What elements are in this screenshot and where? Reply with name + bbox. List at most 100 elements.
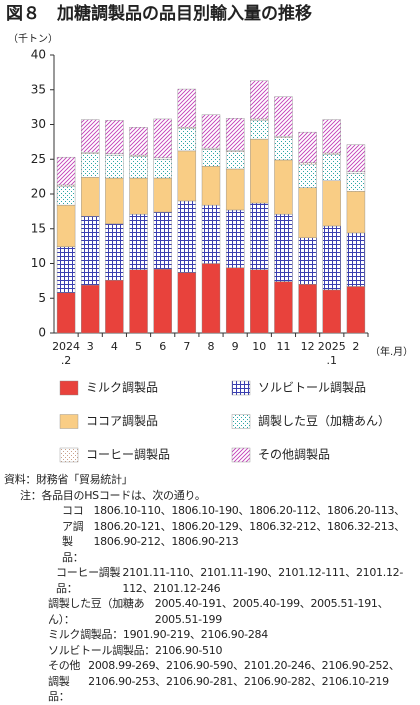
bar-segment xyxy=(177,150,197,202)
x-tick-label: 2024 .2 xyxy=(52,340,81,367)
bar-segment xyxy=(153,157,172,160)
bar-segment xyxy=(129,269,148,334)
bar-segment xyxy=(201,147,221,150)
bar-segment xyxy=(81,152,100,154)
x-tick-label: 4 xyxy=(110,340,118,353)
chart-title: 図８ 加糖調製品の品目別輸入量の推移 xyxy=(6,3,312,24)
note-label: ソルビトール調製品： xyxy=(48,643,155,657)
bar-segment xyxy=(81,119,100,153)
legend-swatch xyxy=(231,414,251,429)
legend-swatch xyxy=(231,380,251,396)
bar-segment xyxy=(177,272,197,334)
bar-segment xyxy=(274,281,293,334)
bar-segment xyxy=(177,200,197,273)
legend-label: コーヒー調製品 xyxy=(86,448,170,462)
bar-segment xyxy=(129,154,148,157)
x-tick-label: 9 xyxy=(231,340,239,353)
legend-label: ソルビトール調製品 xyxy=(258,381,366,395)
bar-segment xyxy=(129,213,148,270)
bar-segment xyxy=(201,165,221,206)
bar-segment xyxy=(81,216,100,286)
bar-segment xyxy=(298,163,317,188)
y-tick-label: 35 xyxy=(31,82,46,96)
bar-segment xyxy=(274,136,293,138)
bar-segment xyxy=(250,120,269,140)
bar-segment xyxy=(225,118,245,151)
bar-segment xyxy=(56,186,76,206)
bar-segment xyxy=(322,154,341,181)
bar-segment xyxy=(274,137,293,161)
bar-segment xyxy=(322,225,341,291)
bar-segment xyxy=(322,180,341,227)
bar-segment xyxy=(250,80,269,120)
bar-segment xyxy=(105,120,124,154)
notes: 資料：財務省「貿易統計」 注：各品目のHSコードは、次の通り。 ココア調製品： 1… xyxy=(4,472,416,705)
x-tick-label: 2025 .1 xyxy=(317,340,346,367)
note-item: ココア調製品： 1806.10-110、1806.10-190、1806.20-1… xyxy=(62,503,416,565)
bar-segment xyxy=(153,159,172,179)
bar-segment xyxy=(81,284,100,334)
note-label: コーヒー調製品： xyxy=(56,566,121,595)
bar-segment xyxy=(153,118,172,159)
bar-segment xyxy=(105,154,124,179)
x-tick-label: 7 xyxy=(183,340,191,353)
bar-segment xyxy=(81,177,100,217)
bar-segment xyxy=(201,204,221,264)
legend-label: 調製した豆（加糖あん） xyxy=(258,413,390,428)
bar-segment xyxy=(56,204,76,248)
bar-segment xyxy=(153,211,172,270)
bar-segment xyxy=(153,177,172,213)
x-axis-label: （年.月） xyxy=(370,345,413,358)
legend-label: ミルク調製品 xyxy=(86,381,158,395)
note-codes: 2106.90-510 xyxy=(155,643,223,657)
y-axis-label: （千トン） xyxy=(8,33,58,45)
legend-swatch xyxy=(231,447,251,463)
note-codes: 2008.99-269、2106.90-590、2101.20-246、2106… xyxy=(88,659,400,688)
y-tick-label: 20 xyxy=(31,187,46,201)
bar-segment xyxy=(129,177,148,215)
note-label: 調製した豆（加糖あん）： xyxy=(48,597,145,626)
y-tick-label: 5 xyxy=(38,291,46,305)
x-tick-label: 5 xyxy=(135,340,143,353)
bar-segment xyxy=(298,284,317,334)
bar-segment xyxy=(250,118,269,121)
bar-segment xyxy=(346,171,366,174)
bar-segment xyxy=(274,96,293,137)
bar-segment xyxy=(105,223,124,281)
note-item: 調製した豆（加糖あん）： 2005.40-191、2005.40-199、2005… xyxy=(48,596,416,627)
x-tick-label: 2 xyxy=(352,340,360,353)
note-items: ココア調製品： 1806.10-110、1806.10-190、1806.20-1… xyxy=(4,503,416,705)
bar-segment xyxy=(81,153,100,178)
bar-segment xyxy=(298,131,317,163)
bar-segment xyxy=(274,159,293,215)
bar-segment xyxy=(56,156,76,186)
x-tick-label: 3 xyxy=(86,340,94,353)
legend-swatch xyxy=(59,447,79,463)
bar-segment xyxy=(346,191,366,234)
legend-label: その他調製品 xyxy=(258,448,330,462)
chart: 図８ 加糖調製品の品目別輸入量の推移 （千トン） （年.月） 051015202… xyxy=(6,3,413,463)
bar-segment xyxy=(346,144,366,172)
bar-segment xyxy=(201,263,221,334)
bar-segment xyxy=(225,150,245,152)
source: 資料：財務省「貿易統計」 xyxy=(4,473,133,486)
bar-segment xyxy=(225,151,245,170)
legend-label: ココア調製品 xyxy=(86,414,158,428)
y-tick-label: 15 xyxy=(31,221,46,235)
y-tick-label: 10 xyxy=(31,256,46,270)
page: 図８ 加糖調製品の品目別輸入量の推移 （千トン） （年.月） 0 5 10 15 20 2… xyxy=(4,3,414,703)
note-codes: 1806.10-110、1806.10-190、1806.20-112、1806… xyxy=(93,504,405,548)
bar-segment xyxy=(322,119,341,154)
bar-segment xyxy=(298,162,317,165)
note: 注：各品目のHSコードは、次の通り。 xyxy=(20,488,206,502)
y-tick-label: 0 xyxy=(38,326,46,340)
note-item: その他調製品： 2008.99-269、2106.90-590、2101.20-2… xyxy=(48,658,416,705)
x-tick-label: 10 xyxy=(252,340,267,353)
note-item: ミルク調製品： 1901.90-219、2106.90-284 xyxy=(48,627,416,643)
bar-segment xyxy=(129,127,148,156)
bar-segment xyxy=(153,268,172,334)
bar-segment xyxy=(105,177,124,225)
bar-segment xyxy=(177,128,197,152)
y-tick-label: 25 xyxy=(31,152,46,166)
bar-segment xyxy=(201,149,221,167)
